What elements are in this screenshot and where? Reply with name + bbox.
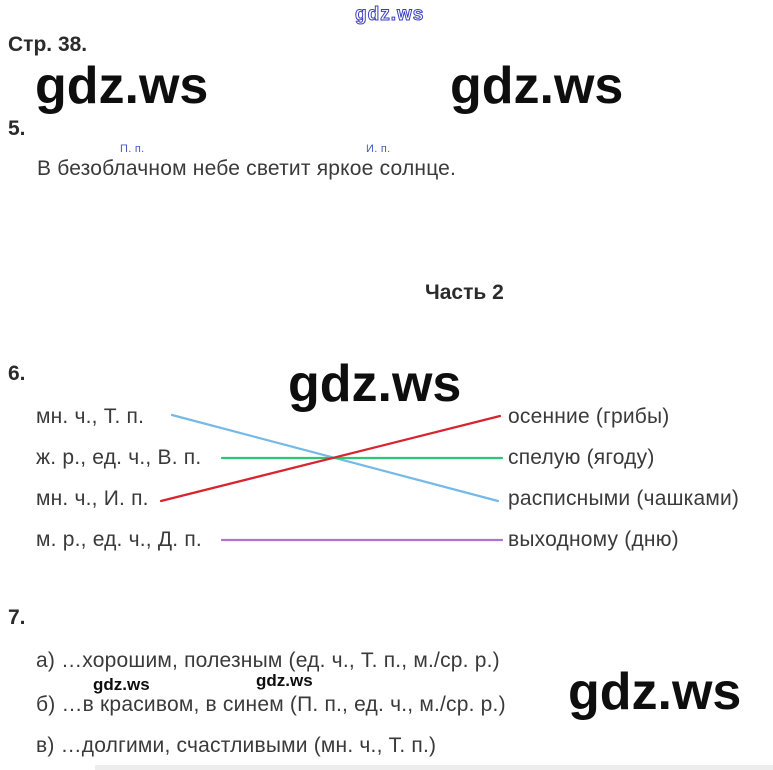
watermark-large-left: gdz.ws (35, 57, 209, 115)
match-right-item: осенние (грибы) (508, 405, 670, 428)
task7-item-c: в) …долгими, счастливыми (мн. ч., Т. п.) (36, 734, 437, 757)
match-left-item: ж. р., ед. ч., В. п. (36, 446, 202, 469)
watermark-small-2: gdz.ws (256, 671, 313, 690)
match-left-item: м. р., ед. ч., Д. п. (36, 528, 202, 551)
watermark-small-1: gdz.ws (93, 675, 150, 694)
watermark-large-bottom-right: gdz.ws (568, 663, 742, 721)
watermark-large-right: gdz.ws (450, 57, 624, 115)
match-right-item: расписными (чашками) (508, 487, 740, 510)
part-heading: Часть 2 (425, 281, 504, 304)
task7-item-a: а) …хорошим, полезным (ед. ч., Т. п., м.… (36, 649, 500, 672)
match-line-1 (170, 413, 500, 503)
match-left-item: мн. ч., Т. п. (36, 405, 145, 428)
match-left-item: мн. ч., И. п. (36, 487, 149, 510)
case-annotation-pp: П. п. (120, 143, 145, 155)
match-right-item: выходному (дню) (508, 528, 679, 551)
task5-number: 5. (8, 117, 26, 140)
case-annotation-ip: И. п. (366, 143, 391, 155)
scan-edge-strip (95, 765, 773, 770)
watermark-top-outline: gdz.ws (354, 4, 425, 26)
task7-item-b: б) …в красивом, в синем (П. п., ед. ч., … (36, 693, 506, 716)
task5-sentence: В безоблачном небе светит яркое солнце. (37, 157, 457, 180)
watermark-large-middle: gdz.ws (288, 355, 462, 413)
page-label: Стр. 38. (8, 33, 88, 56)
match-right-item: спелую (ягоду) (508, 446, 655, 469)
task7-number: 7. (8, 606, 26, 629)
match-line-3 (159, 414, 502, 503)
task6-number: 6. (8, 362, 26, 385)
